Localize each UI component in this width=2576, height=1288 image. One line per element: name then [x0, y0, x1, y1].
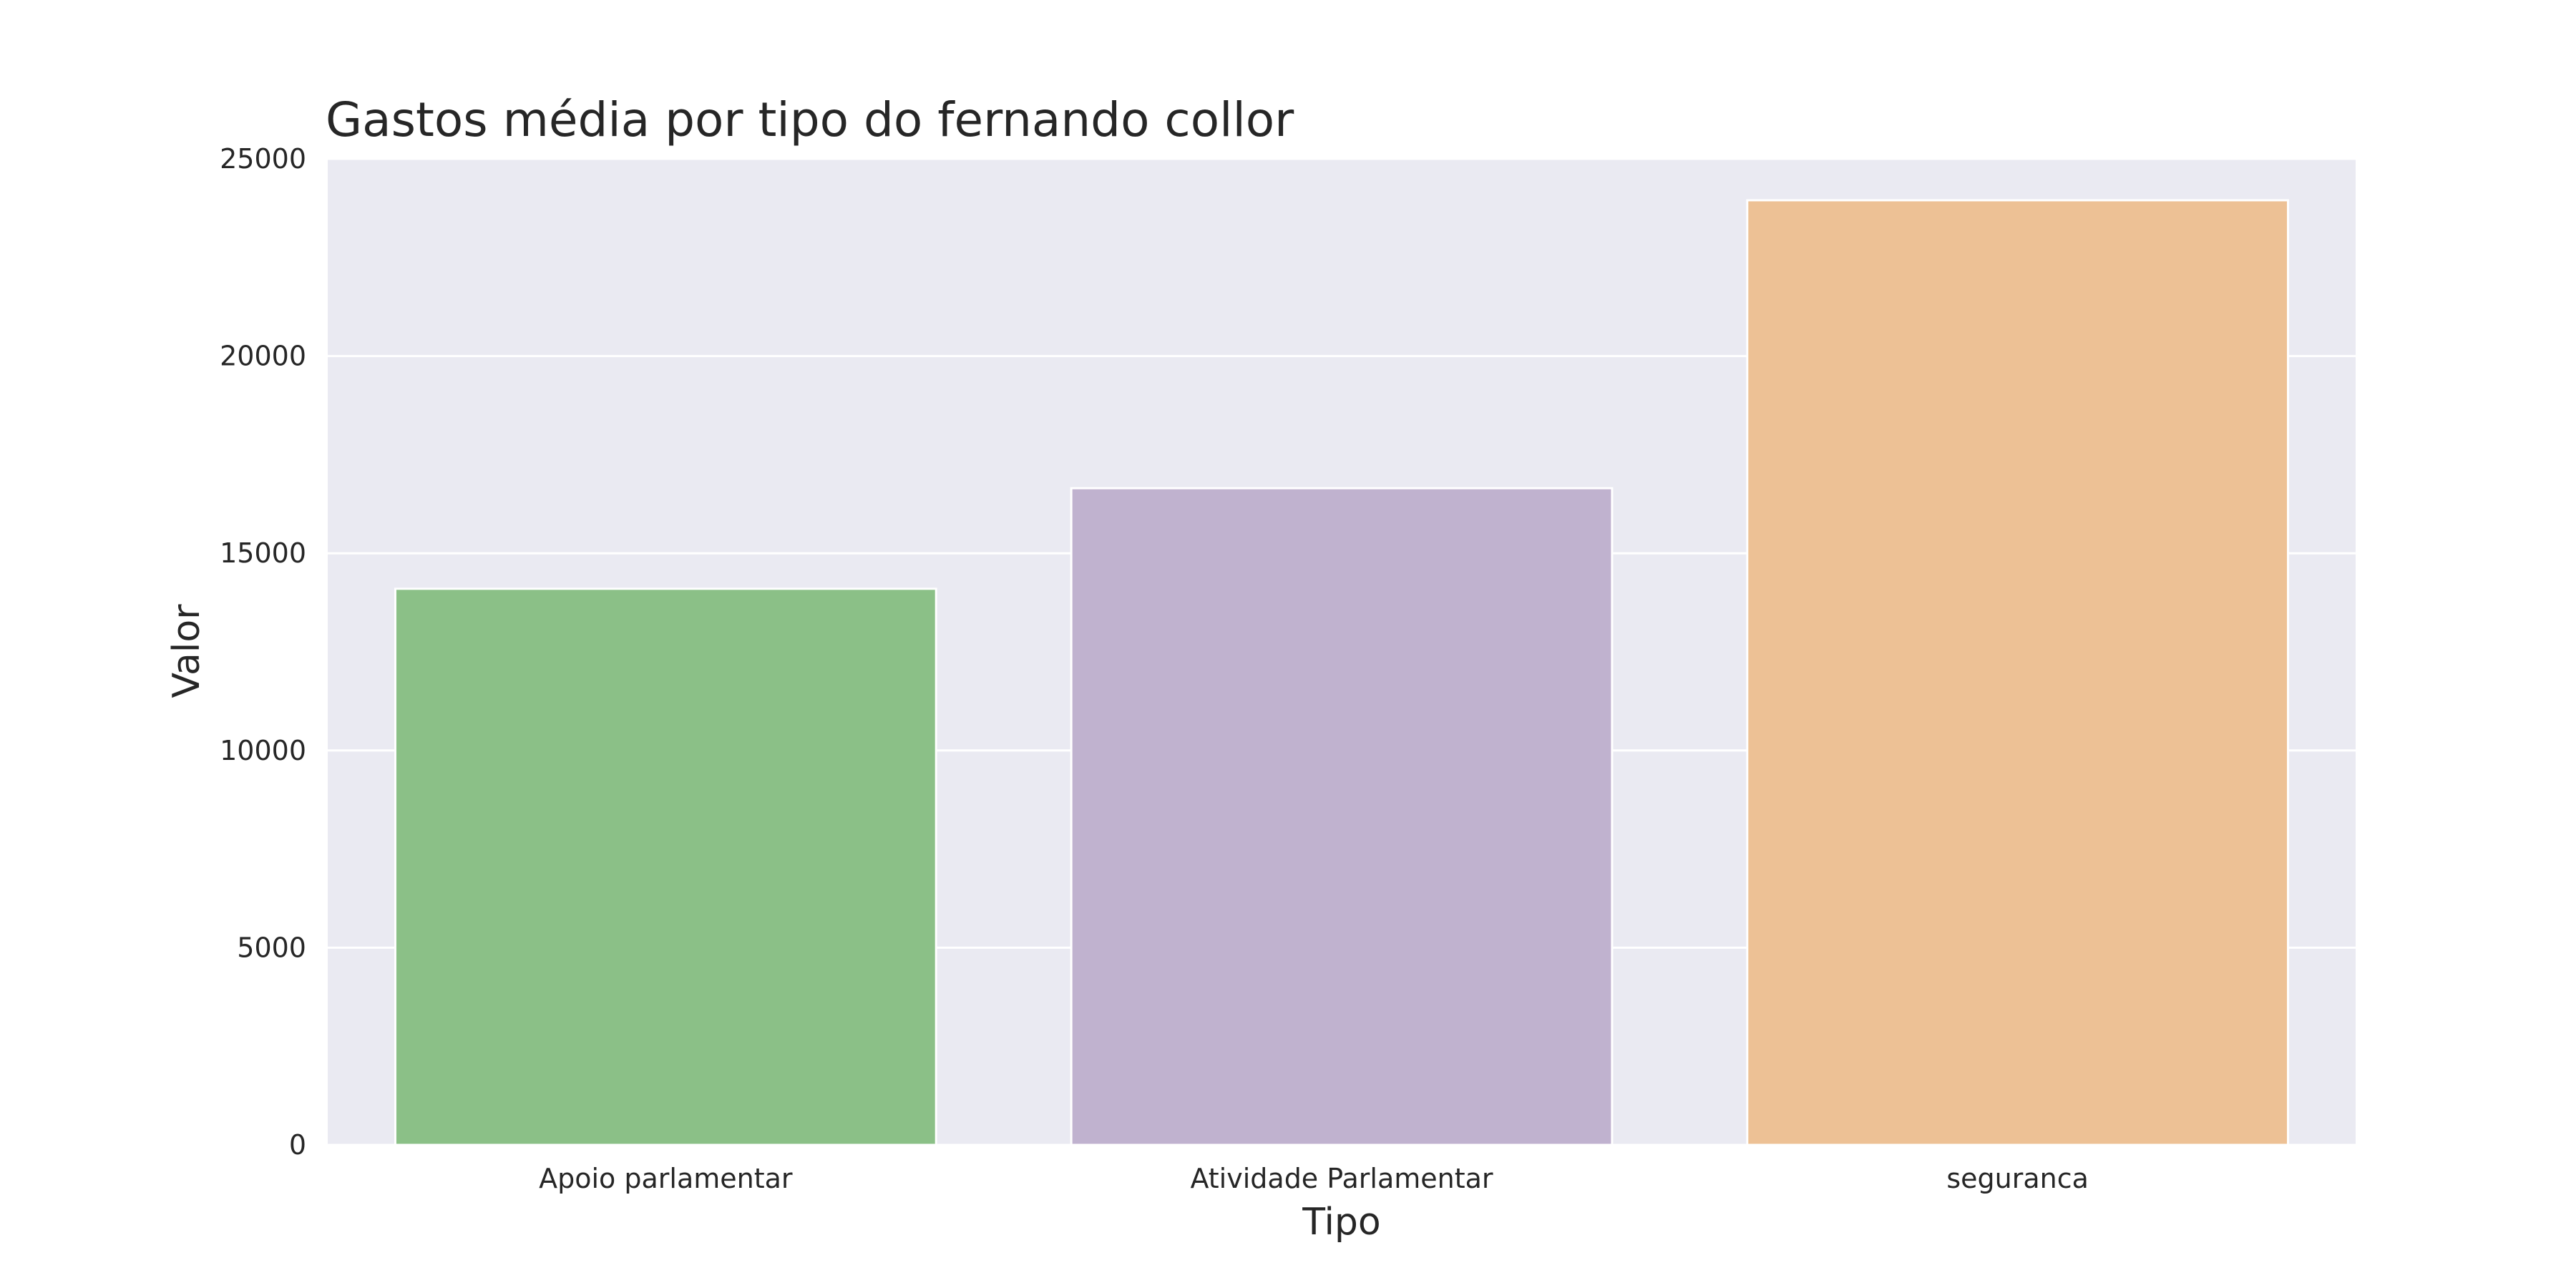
y-axis-label: Valor — [165, 604, 208, 698]
bars — [394, 199, 2290, 1146]
chart-title: Gastos média por tipo do fernando collor — [326, 92, 1294, 147]
x-tick-label: Atividade Parlamentar — [1190, 1163, 1493, 1194]
bar-apoio-parlamentar — [394, 587, 937, 1146]
y-tick-label: 20000 — [220, 341, 306, 372]
y-tick-label: 10000 — [220, 735, 306, 766]
y-tick-label: 15000 — [220, 537, 306, 569]
y-tick-label: 25000 — [220, 143, 306, 175]
x-tick-label: seguranca — [1946, 1163, 2089, 1194]
x-tick-labels: Apoio parlamentar Atividade Parlamentar se… — [539, 1163, 2089, 1194]
bar-seguranca — [1746, 199, 2290, 1146]
x-axis-label: Tipo — [1302, 1201, 1380, 1244]
y-tick-labels: 0 5000 10000 15000 20000 25000 — [220, 143, 306, 1161]
y-tick-label: 0 — [289, 1129, 306, 1161]
x-tick-label: Apoio parlamentar — [539, 1163, 793, 1194]
y-tick-label: 5000 — [237, 932, 306, 963]
bar-atividade-parlamentar — [1070, 487, 1614, 1146]
